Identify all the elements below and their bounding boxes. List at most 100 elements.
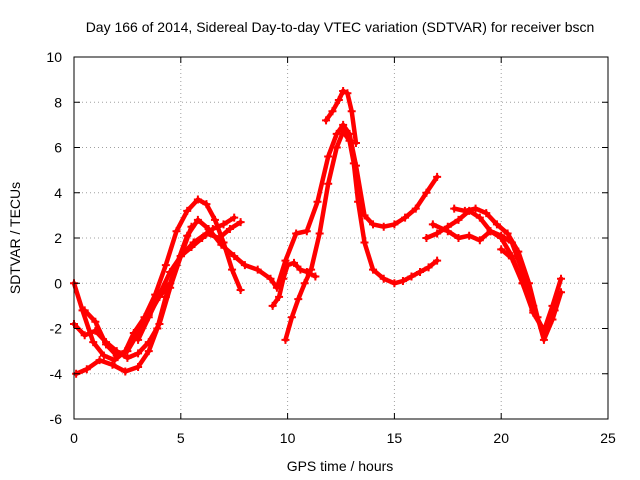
data-point bbox=[183, 206, 192, 215]
series-line-sat-a bbox=[71, 197, 243, 363]
data-point bbox=[193, 195, 202, 204]
data-point bbox=[161, 261, 170, 270]
series-sat-a bbox=[70, 195, 245, 365]
data-point bbox=[217, 240, 226, 249]
data-point bbox=[202, 200, 211, 209]
data-point bbox=[339, 127, 348, 136]
data-point bbox=[539, 326, 548, 335]
data-point bbox=[283, 261, 292, 270]
data-point bbox=[390, 279, 399, 288]
data-point bbox=[281, 335, 290, 344]
data-point bbox=[311, 272, 320, 281]
data-point bbox=[339, 120, 348, 129]
data-point bbox=[315, 229, 324, 238]
data-point bbox=[240, 261, 249, 270]
x-tick-label: 20 bbox=[493, 430, 509, 446]
y-tick-label: 6 bbox=[54, 140, 62, 156]
data-point bbox=[80, 331, 89, 340]
data-point bbox=[296, 265, 305, 274]
data-point bbox=[492, 220, 501, 229]
data-point bbox=[208, 224, 217, 233]
data-point bbox=[482, 209, 491, 218]
data-point bbox=[398, 276, 407, 285]
data-point bbox=[230, 252, 239, 261]
y-axis-label: SDTVAR / TECUs bbox=[7, 182, 23, 294]
data-point bbox=[322, 116, 331, 125]
data-point bbox=[334, 95, 343, 104]
data-point bbox=[454, 234, 463, 242]
x-tick-label: 5 bbox=[177, 430, 185, 446]
data-point bbox=[193, 215, 202, 224]
y-axis-ticks: -6 -4 -2 0 2 4 6 8 10 bbox=[46, 49, 608, 427]
data-point bbox=[294, 295, 303, 304]
data-point bbox=[514, 247, 523, 256]
grid-lines bbox=[74, 57, 608, 419]
data-point bbox=[557, 274, 566, 283]
x-tick-label: 10 bbox=[280, 430, 296, 446]
data-point bbox=[401, 213, 410, 222]
data-point bbox=[144, 313, 153, 322]
data-point bbox=[313, 197, 322, 206]
data-point bbox=[279, 274, 288, 283]
series-sat-c bbox=[72, 120, 442, 378]
data-point bbox=[450, 204, 459, 213]
x-axis-label: GPS time / hours bbox=[287, 458, 394, 474]
series-line-sat-j bbox=[424, 208, 536, 309]
y-tick-label: 8 bbox=[54, 94, 62, 110]
data-point bbox=[302, 227, 311, 236]
data-point bbox=[324, 152, 333, 161]
data-point bbox=[332, 129, 341, 138]
data-point bbox=[121, 367, 130, 376]
data-point bbox=[443, 222, 452, 231]
data-point bbox=[369, 220, 378, 229]
data-point bbox=[236, 218, 245, 227]
data-point bbox=[475, 236, 484, 245]
series-sat-h bbox=[322, 86, 360, 147]
data-point bbox=[460, 206, 469, 215]
x-tick-label: 15 bbox=[387, 430, 403, 446]
data-point bbox=[360, 238, 369, 247]
data-series-group bbox=[70, 86, 566, 378]
data-point bbox=[422, 188, 431, 197]
data-point bbox=[454, 215, 463, 224]
x-tick-label: 25 bbox=[600, 430, 616, 446]
data-point bbox=[507, 254, 516, 263]
data-point bbox=[416, 267, 425, 276]
data-point bbox=[300, 279, 309, 288]
data-point bbox=[354, 197, 363, 206]
data-point bbox=[428, 220, 437, 229]
data-point bbox=[225, 224, 234, 233]
data-point bbox=[110, 356, 119, 365]
data-point bbox=[134, 349, 143, 358]
data-point bbox=[219, 220, 228, 229]
data-point bbox=[465, 231, 474, 240]
data-point bbox=[172, 227, 181, 236]
data-point bbox=[379, 222, 388, 231]
data-point bbox=[166, 267, 175, 276]
data-point bbox=[433, 256, 442, 265]
data-point bbox=[230, 213, 239, 222]
data-point bbox=[486, 227, 495, 236]
data-point bbox=[339, 86, 348, 95]
y-tick-label: 4 bbox=[54, 185, 62, 201]
data-point bbox=[228, 265, 237, 274]
data-point bbox=[411, 204, 420, 213]
data-point bbox=[95, 356, 104, 365]
data-point bbox=[82, 365, 91, 374]
data-point bbox=[112, 351, 121, 360]
data-point bbox=[215, 234, 224, 242]
data-point bbox=[345, 136, 354, 145]
y-tick-label: 2 bbox=[54, 230, 62, 246]
data-point bbox=[99, 351, 108, 360]
data-point bbox=[343, 89, 352, 98]
data-point bbox=[176, 252, 185, 261]
series-line-sat-e bbox=[135, 215, 237, 343]
data-point bbox=[379, 274, 388, 283]
data-point bbox=[332, 143, 341, 152]
series-line-sat-g bbox=[283, 129, 440, 343]
data-point bbox=[433, 229, 442, 238]
data-point bbox=[123, 353, 132, 362]
data-point bbox=[198, 234, 207, 242]
data-point bbox=[134, 362, 143, 371]
